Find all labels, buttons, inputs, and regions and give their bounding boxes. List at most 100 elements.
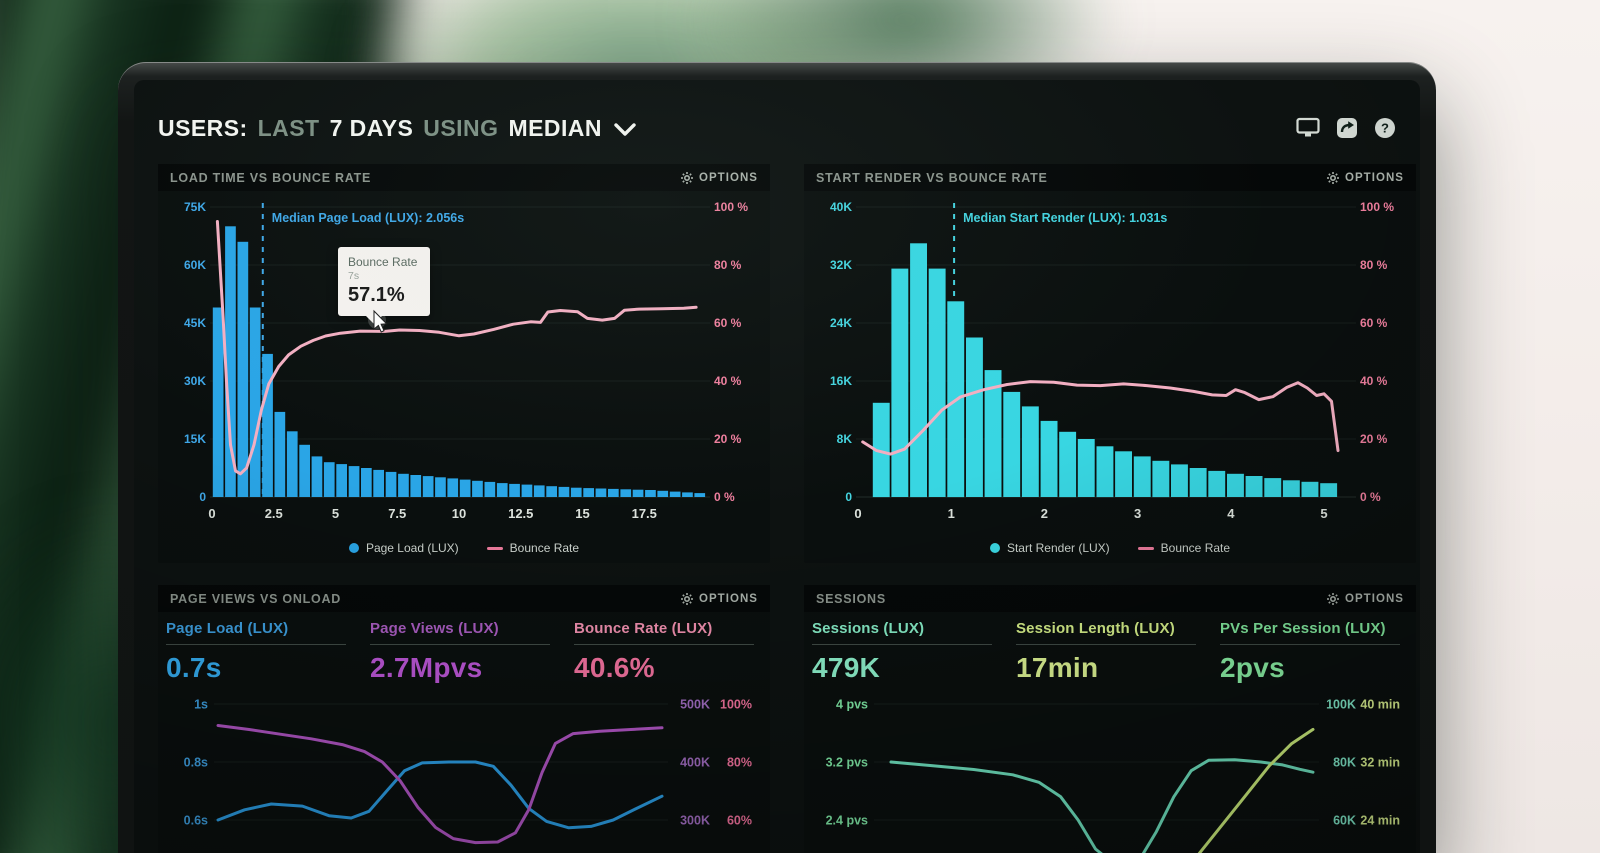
svg-text:20 %: 20 %: [1360, 432, 1388, 446]
help-icon[interactable]: ?: [1374, 117, 1396, 139]
options-button[interactable]: OPTIONS: [680, 592, 758, 605]
panel-sessions-header: SESSIONS OPTIONS: [804, 585, 1416, 612]
page-views-chart[interactable]: 1s 500K 100% 0.8s 400K 80% 0.6s 300K 60%: [162, 690, 754, 853]
svg-text:100%: 100%: [720, 698, 752, 712]
svg-text:100 %: 100 %: [1360, 200, 1394, 214]
svg-text:500K: 500K: [680, 698, 710, 712]
options-button[interactable]: OPTIONS: [1326, 592, 1404, 605]
start-render-legend: Start Render (LUX) Bounce Rate: [804, 533, 1416, 563]
legend-label: Bounce Rate: [1160, 541, 1231, 555]
svg-text:Median Page Load (LUX): 2.056s: Median Page Load (LUX): 2.056s: [272, 211, 464, 225]
svg-text:20 %: 20 %: [714, 432, 742, 446]
svg-text:0 %: 0 %: [1360, 490, 1381, 504]
display-icon[interactable]: [1296, 117, 1320, 139]
panel-start-render: START RENDER VS BOUNCE RATE OPTIONS 40K 1…: [804, 164, 1416, 563]
svg-text:80%: 80%: [727, 756, 752, 770]
svg-text:12.5: 12.5: [508, 506, 533, 521]
svg-text:4: 4: [1227, 506, 1235, 521]
legend-dot: [989, 543, 1000, 553]
metric-divider: [812, 644, 993, 645]
header-actions: ?: [1296, 117, 1396, 139]
svg-text:40 min: 40 min: [1360, 698, 1400, 712]
tooltip-value: 57.1%: [348, 284, 405, 306]
metric-session-length: Session Length (LUX) 17min: [1016, 620, 1204, 684]
sessions-chart[interactable]: 4 pvs 100K 40 min 3.2 pvs 80K 32 min 2.4 pvs 60…: [808, 690, 1400, 853]
svg-text:32K: 32K: [830, 258, 852, 272]
svg-text:400K: 400K: [680, 756, 710, 770]
metric-value: 2pvs: [1220, 652, 1285, 683]
svg-text:32 min: 32 min: [1360, 756, 1400, 770]
options-button[interactable]: OPTIONS: [1326, 171, 1404, 184]
gear-icon: [680, 592, 693, 605]
legend-item-bounce-rate[interactable]: Bounce Rate: [1137, 541, 1231, 555]
metric-label: PVs Per Session (LUX): [1220, 620, 1386, 637]
dashboard-title-dropdown[interactable]: USERS: LAST 7 DAYS USING MEDIAN: [158, 115, 636, 142]
panel-title: SESSIONS: [816, 591, 886, 606]
svg-text:80K: 80K: [1333, 756, 1356, 770]
metric-value: 0.7s: [166, 652, 222, 683]
page-views-chart-area[interactable]: 1s 500K 100% 0.8s 400K 80% 0.6s 300K 60%: [158, 688, 770, 853]
svg-text:300K: 300K: [680, 814, 710, 828]
mouse-cursor: [368, 309, 388, 333]
svg-text:0: 0: [199, 490, 206, 504]
svg-text:40 %: 40 %: [714, 374, 742, 388]
legend-item-page-load[interactable]: Page Load (LUX): [348, 541, 459, 555]
options-label: OPTIONS: [1344, 592, 1404, 605]
legend-item-bounce-rate[interactable]: Bounce Rate: [486, 541, 580, 555]
metric-page-views: Page Views (LUX) 2.7Mpvs: [370, 620, 558, 684]
chevron-down-icon: [614, 123, 636, 136]
svg-text:0.8s: 0.8s: [184, 756, 208, 770]
panel-page-views: PAGE VIEWS VS ONLOAD OPTIONS Page Load (…: [158, 585, 770, 853]
svg-text:60 %: 60 %: [1360, 316, 1388, 330]
metric-label: Page Load (LUX): [166, 620, 289, 637]
title-median: MEDIAN: [508, 114, 602, 141]
title-last: LAST: [257, 114, 320, 141]
panel-title: LOAD TIME VS BOUNCE RATE: [170, 170, 372, 185]
svg-text:100 %: 100 %: [714, 200, 748, 214]
svg-text:7.5: 7.5: [388, 506, 406, 521]
svg-text:60K: 60K: [1333, 814, 1356, 828]
svg-text:0.6s: 0.6s: [184, 814, 208, 828]
svg-text:40 %: 40 %: [1360, 374, 1388, 388]
svg-text:24 min: 24 min: [1360, 814, 1400, 828]
svg-text:100K: 100K: [1326, 698, 1356, 712]
panel-start-render-header: START RENDER VS BOUNCE RATE OPTIONS: [804, 164, 1416, 191]
chart-tooltip: Bounce Rate 7s 57.1%: [338, 247, 430, 324]
panel-load-time-header: LOAD TIME VS BOUNCE RATE OPTIONS: [158, 164, 770, 191]
svg-text:16K: 16K: [830, 374, 852, 388]
tooltip-series: Bounce Rate: [348, 255, 418, 269]
start-render-chart[interactable]: 40K 100 % 32K 80 % 24K 60 % 16K 40 % 8K 20 % 0 0 % M…: [808, 193, 1400, 533]
options-label: OPTIONS: [698, 592, 758, 605]
svg-text:0: 0: [845, 490, 852, 504]
gear-icon: [1326, 171, 1339, 184]
svg-text:75K: 75K: [184, 200, 206, 214]
svg-text:2.4 pvs: 2.4 pvs: [826, 814, 868, 828]
metric-label: Sessions (LUX): [812, 620, 925, 637]
svg-text:17.5: 17.5: [632, 506, 657, 521]
panel-title: PAGE VIEWS VS ONLOAD: [170, 591, 342, 606]
legend-label: Page Load (LUX): [365, 541, 459, 555]
svg-text:5: 5: [1320, 506, 1327, 521]
sessions-chart-area[interactable]: 4 pvs 100K 40 min 3.2 pvs 80K 32 min 2.4 pvs 60…: [804, 688, 1416, 853]
legend-item-start-render[interactable]: Start Render (LUX): [989, 541, 1110, 555]
svg-text:24K: 24K: [830, 316, 852, 330]
start-render-chart-area[interactable]: 40K 100 % 32K 80 % 24K 60 % 16K 40 % 8K 20 % 0 0 % M…: [804, 191, 1416, 533]
metric-label: Session Length (LUX): [1016, 620, 1175, 637]
panel-page-views-header: PAGE VIEWS VS ONLOAD OPTIONS: [158, 585, 770, 612]
title-users: USERS:: [158, 114, 248, 141]
gear-icon: [680, 171, 693, 184]
load-time-chart[interactable]: 75K 100 % 60K 80 % 45K 60 % 30K 40 % 15K 20 % 0 0 %…: [162, 193, 754, 533]
svg-text:60 %: 60 %: [714, 316, 742, 330]
metric-divider: [1220, 644, 1401, 645]
metric-value: 17min: [1016, 652, 1099, 683]
panel-load-time: LOAD TIME VS BOUNCE RATE OPTIONS 75K 100 …: [158, 164, 770, 563]
load-time-chart-area[interactable]: 75K 100 % 60K 80 % 45K 60 % 30K 40 % 15K 20 % 0 0 %…: [158, 191, 770, 533]
svg-text:0: 0: [854, 506, 861, 521]
legend-label: Bounce Rate: [509, 541, 580, 555]
options-button[interactable]: OPTIONS: [680, 171, 758, 184]
sessions-metrics: Sessions (LUX) 479K Session Length (LUX)…: [804, 612, 1416, 688]
options-label: OPTIONS: [698, 171, 758, 184]
panel-title: START RENDER VS BOUNCE RATE: [816, 170, 1048, 185]
metric-value: 40.6%: [574, 652, 655, 683]
share-icon[interactable]: [1336, 117, 1358, 139]
